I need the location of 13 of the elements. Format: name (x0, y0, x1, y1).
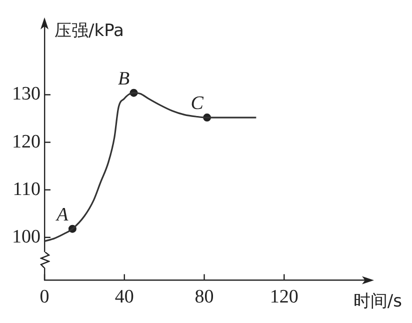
annotation: A (54, 204, 69, 226)
x-tick-label: 40 (114, 286, 134, 308)
x-tick-label: 80 (194, 286, 214, 308)
y-tick-label: 100 (12, 226, 40, 248)
y-tick-label: 130 (12, 84, 40, 105)
y-axis-title: 压强/kPa (54, 20, 124, 41)
x-tick-label: 0 (40, 286, 50, 308)
x-tick-label: 120 (270, 286, 298, 308)
y-tick-label: 120 (12, 131, 40, 152)
y-tick-label: 110 (12, 178, 40, 200)
annotation: C (190, 93, 204, 114)
x-axis-title: 时间/s (353, 292, 402, 312)
annotation: B (118, 68, 130, 90)
